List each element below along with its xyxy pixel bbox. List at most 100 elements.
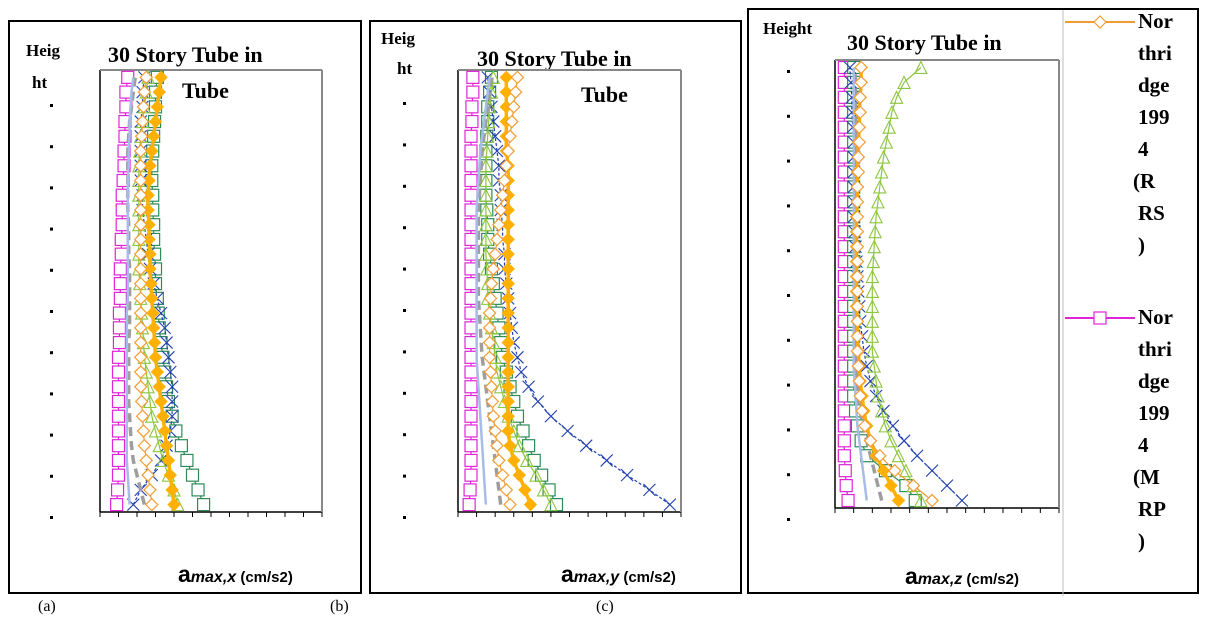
chart-title: 30 Story Tube in <box>847 30 1002 55</box>
data-point-7 <box>493 203 508 217</box>
data-point-7 <box>490 232 504 247</box>
data-point-0 <box>837 419 851 433</box>
data-point-7 <box>505 114 519 129</box>
data-point-2 <box>860 359 874 373</box>
legend-marker-0 <box>1093 15 1107 29</box>
data-point-7 <box>486 262 501 276</box>
data-point-7 <box>872 448 887 463</box>
y-tick-label <box>787 294 790 297</box>
data-point-7 <box>134 129 149 144</box>
data-point-0 <box>464 365 478 379</box>
data-point-0 <box>112 321 127 335</box>
data-point-7 <box>495 468 510 483</box>
subfigure-label-a: (a) <box>38 598 56 615</box>
chart-panel-b: Heig ht 30 Story Tube in Tube amax,y (cm… <box>369 20 742 594</box>
chart-svg-a: Heig ht 30 Story Tube in Tube amax,x (cm… <box>26 41 323 587</box>
data-point-6 <box>143 262 157 276</box>
data-point-0 <box>839 479 853 493</box>
data-point-7 <box>495 188 510 203</box>
data-point-3 <box>865 343 880 358</box>
data-point-7 <box>854 60 868 75</box>
data-point-2 <box>897 434 911 448</box>
data-point-6 <box>884 478 898 493</box>
y-tick-label <box>50 474 53 478</box>
data-point-6 <box>152 380 166 394</box>
data-point-2 <box>663 498 677 512</box>
data-point-3 <box>519 453 534 467</box>
data-point-1 <box>191 483 205 497</box>
data-point-7 <box>501 144 516 158</box>
y-tick-label <box>50 392 53 396</box>
data-point-2 <box>511 350 524 364</box>
data-point-1 <box>169 424 183 438</box>
data-point-6 <box>146 129 161 144</box>
data-point-2 <box>522 380 536 394</box>
data-point-0 <box>464 350 478 364</box>
data-point-7 <box>492 453 506 468</box>
data-point-1 <box>197 498 211 512</box>
x-axis-label: amax,z (cm/s2) <box>905 563 1019 589</box>
data-point-0 <box>465 100 479 114</box>
data-point-6 <box>501 321 515 335</box>
subfigure-label-c: (c) <box>596 598 614 615</box>
data-point-7 <box>851 150 866 164</box>
data-point-6 <box>523 497 538 512</box>
y-tick-label <box>50 268 53 272</box>
data-point-7 <box>133 173 148 188</box>
data-point-7 <box>850 299 865 314</box>
data-point-7 <box>133 276 148 291</box>
data-point-7 <box>850 269 865 284</box>
data-point-2 <box>940 479 954 492</box>
data-point-3 <box>872 179 887 194</box>
data-point-2 <box>579 439 593 453</box>
data-point-0 <box>464 380 478 394</box>
data-point-3 <box>897 75 911 89</box>
data-point-7 <box>887 463 902 478</box>
data-point-2 <box>165 380 179 394</box>
data-point-7 <box>853 105 868 120</box>
data-point-3 <box>866 254 881 269</box>
data-point-7 <box>484 379 499 394</box>
data-point-7 <box>850 254 865 269</box>
data-point-6 <box>501 291 515 306</box>
data-point-2 <box>531 395 545 408</box>
data-point-0 <box>111 409 126 423</box>
data-point-6 <box>145 144 159 158</box>
data-point-7 <box>133 262 148 276</box>
data-point-7 <box>133 291 148 306</box>
data-point-2 <box>910 449 924 463</box>
data-point-0 <box>464 468 478 482</box>
data-point-7 <box>135 114 150 129</box>
data-point-3 <box>889 90 904 104</box>
data-point-2 <box>492 159 506 173</box>
y-tick-label <box>787 428 790 432</box>
data-point-2 <box>643 483 656 497</box>
data-point-7 <box>133 306 148 320</box>
data-point-7 <box>133 158 148 173</box>
data-point-7 <box>506 99 521 114</box>
data-point-6 <box>501 262 515 276</box>
data-point-3 <box>884 433 898 448</box>
y-tick-label <box>787 70 790 73</box>
chart-svg-c: Height 30 Story Tube in Nor thri dge 199 4 (R… <box>763 9 1173 596</box>
data-point-3 <box>544 497 558 512</box>
data-point-7 <box>503 129 517 144</box>
data-point-6 <box>518 483 532 497</box>
y-tick-label <box>50 351 53 355</box>
data-point-6 <box>161 453 176 468</box>
data-point-2 <box>877 404 890 418</box>
data-point-7 <box>853 90 868 105</box>
data-point-0 <box>113 277 127 291</box>
data-point-6 <box>165 483 179 497</box>
data-point-0 <box>464 262 478 276</box>
data-point-6 <box>146 321 161 335</box>
data-point-3 <box>865 284 880 299</box>
data-point-0 <box>837 434 851 448</box>
data-point-7 <box>850 314 865 329</box>
legend-label-1: Nor thri dge 199 4 (M RP) <box>1133 305 1173 553</box>
data-point-6 <box>501 409 515 423</box>
data-point-7 <box>133 379 148 394</box>
data-point-6 <box>154 70 168 85</box>
data-point-3 <box>869 373 883 388</box>
data-point-0 <box>114 232 128 247</box>
